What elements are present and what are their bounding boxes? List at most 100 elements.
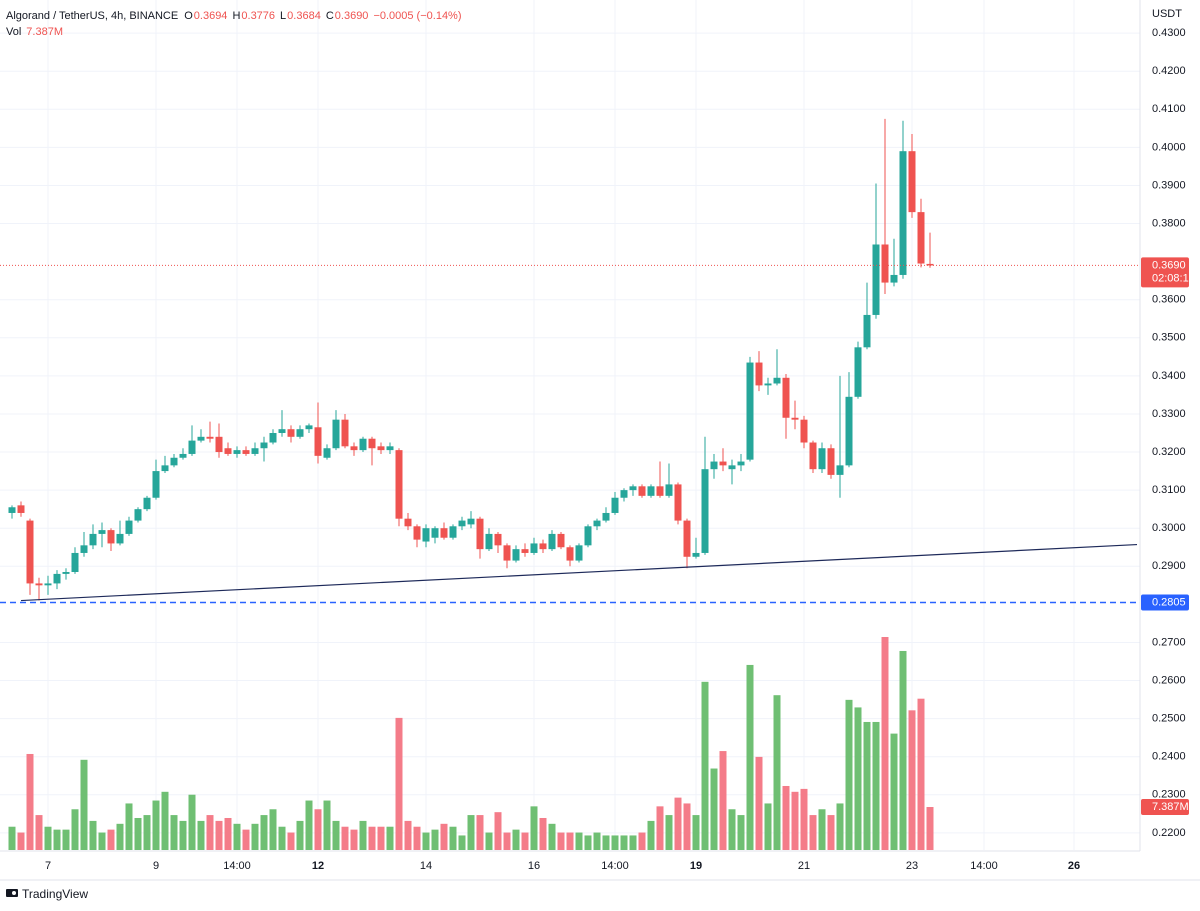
volume-bar xyxy=(233,823,241,850)
volume-bar xyxy=(863,721,871,850)
candle-body xyxy=(116,533,124,544)
legend-value: 0.3776 xyxy=(241,10,275,22)
volume-bar xyxy=(899,650,907,850)
volume-bar xyxy=(494,812,502,850)
candle-body xyxy=(71,552,79,572)
legend-change: −0.0005 (−0.14%) xyxy=(373,10,461,22)
x-tick-label: 23 xyxy=(906,860,918,872)
candle-body xyxy=(530,543,538,553)
brand-name: TradingView xyxy=(22,887,88,901)
candle-body xyxy=(125,520,133,534)
candle-body xyxy=(53,573,61,584)
trendline xyxy=(20,543,1138,602)
volume-bar xyxy=(197,820,205,850)
volume-bar xyxy=(242,829,250,850)
candle-body xyxy=(728,465,736,470)
volume-bar xyxy=(683,803,691,850)
x-tick-label: 7 xyxy=(45,860,51,872)
volume-bar xyxy=(62,829,70,850)
candle-body xyxy=(197,436,205,441)
candle-body xyxy=(143,497,151,510)
y-tick-label: 0.3800 xyxy=(1152,217,1186,229)
candle-body xyxy=(17,505,25,513)
volume-bar xyxy=(341,826,349,850)
volume-bar xyxy=(512,829,520,850)
candle-body xyxy=(701,469,709,553)
candle-body xyxy=(287,429,295,437)
volume-bar xyxy=(80,759,88,850)
candle-body xyxy=(863,314,871,348)
candle-body xyxy=(845,396,853,466)
candle-body xyxy=(305,425,313,430)
volume-bar xyxy=(332,820,340,850)
candle-body xyxy=(62,571,70,574)
candle-body xyxy=(395,450,403,519)
legend-label: L xyxy=(280,10,286,22)
volume-bar xyxy=(638,832,646,850)
candle-body xyxy=(251,448,259,454)
volume-bar xyxy=(440,823,448,850)
countdown-label: 02:08:13 xyxy=(1152,272,1195,284)
candle-body xyxy=(926,263,934,266)
volume-bar xyxy=(908,710,916,850)
candle-body xyxy=(476,518,484,550)
y-tick-label: 0.2500 xyxy=(1152,713,1186,725)
candle-body xyxy=(746,362,754,460)
volume-bar xyxy=(161,791,169,850)
volume-bar xyxy=(602,835,610,850)
y-tick-label: 0.2200 xyxy=(1152,827,1186,839)
legend-label: Vol xyxy=(6,26,21,38)
volume-bar xyxy=(350,829,358,850)
candle-body xyxy=(584,526,592,546)
x-tick-label: 9 xyxy=(153,860,159,872)
volume-bar xyxy=(323,800,331,850)
volume-bar xyxy=(854,707,862,850)
candle-body xyxy=(206,436,214,439)
candle-body xyxy=(836,465,844,475)
volume-bar xyxy=(728,809,736,850)
volume-bar xyxy=(539,817,547,850)
volume-bar xyxy=(611,835,619,850)
y-tick-label: 0.3500 xyxy=(1152,332,1186,344)
volume-bar xyxy=(413,826,421,850)
volume-bar xyxy=(557,832,565,850)
candle-body xyxy=(512,549,520,561)
volume-bar xyxy=(575,832,583,850)
volume-bar xyxy=(836,803,844,850)
candle-body xyxy=(224,448,232,454)
volume-bar xyxy=(746,664,754,850)
candle-body xyxy=(548,533,556,550)
y-tick-label: 0.4300 xyxy=(1152,27,1186,39)
candle-body xyxy=(260,442,268,449)
volume-tag xyxy=(1141,799,1189,816)
volume-bar xyxy=(8,826,16,850)
volume-bar xyxy=(287,832,295,850)
candle-body xyxy=(890,274,898,283)
candle-body xyxy=(566,547,574,561)
volume-bar xyxy=(404,820,412,850)
y-tick-label: 0.3600 xyxy=(1152,294,1186,306)
candle-body xyxy=(413,526,421,540)
x-tick-label: 19 xyxy=(690,860,702,872)
candle-body xyxy=(647,486,655,496)
y-tick-label: 0.3400 xyxy=(1152,370,1186,382)
volume-bar xyxy=(134,817,142,850)
y-tick-label: 0.2300 xyxy=(1152,789,1186,801)
candle-body xyxy=(8,507,16,513)
volume-bar xyxy=(296,820,304,850)
candle-body xyxy=(431,528,439,538)
volume-bar xyxy=(359,820,367,850)
volume-bar xyxy=(818,809,826,850)
legend-value: 0.3684 xyxy=(287,10,321,22)
candle-body xyxy=(755,362,763,386)
y-tick-label: 0.2700 xyxy=(1152,636,1186,648)
candle-body xyxy=(539,543,547,550)
volume-bar xyxy=(188,794,196,850)
volume-bar xyxy=(278,826,286,850)
volume-bar xyxy=(17,832,25,850)
volume-bar xyxy=(26,753,34,850)
candle-body xyxy=(485,533,493,550)
candle-body xyxy=(521,549,529,553)
